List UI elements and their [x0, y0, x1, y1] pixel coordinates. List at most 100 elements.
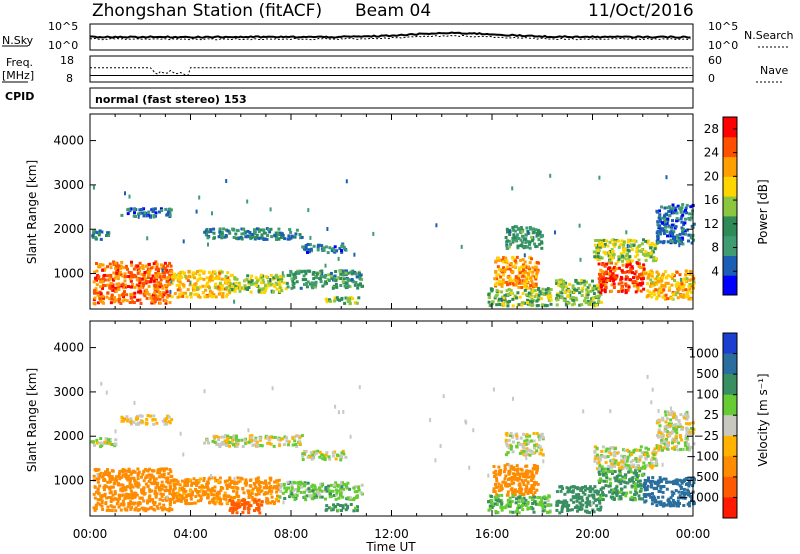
- velocity-cell-589: [212, 496, 216, 500]
- velocity-cell-962: [284, 486, 288, 490]
- power-cell-1776: [629, 278, 633, 282]
- power-cbar-swatch-8: [723, 117, 737, 138]
- power-cell-2039: [687, 289, 691, 293]
- velocity-cell-725: [178, 493, 182, 497]
- power-cell-1667: [607, 261, 611, 265]
- power-cell-2317: [674, 225, 678, 229]
- velocity-cell-495: [257, 482, 261, 486]
- power-cell-351: [121, 299, 125, 303]
- velocity-cell-149: [115, 479, 118, 482]
- power-cell-2107: [668, 286, 672, 290]
- power-cell-650: [247, 280, 251, 284]
- velocity-cell-1800: [597, 470, 601, 474]
- power-cell-1117: [332, 249, 336, 252]
- power-cell-995: [277, 227, 281, 231]
- velocity-cell-2266: [668, 500, 672, 504]
- power-cell-1223: [514, 261, 518, 265]
- freq-label: Freq.: [6, 56, 33, 69]
- power-cell-1987: [651, 259, 655, 263]
- power-cell-2213: [669, 207, 673, 211]
- power-cell-163: [121, 286, 125, 290]
- power-cell-1519: [521, 235, 525, 239]
- velocity-cell-1780: [573, 506, 577, 509]
- velocity-cell-1795: [569, 498, 573, 502]
- velocity-cell-1067: [145, 417, 149, 421]
- velocity-cell-1540: [517, 504, 521, 508]
- velocity-cell-81: [94, 507, 98, 511]
- velocity-cell-147: [137, 483, 141, 487]
- velocity-cell-2228: [646, 479, 650, 483]
- velocity-cell-1911: [610, 469, 614, 473]
- velocity-cell-1015: [95, 438, 99, 442]
- velocity-cell-2391: [688, 448, 692, 452]
- power-cell-1403: [490, 289, 494, 293]
- velocity-cell-192: [107, 496, 111, 499]
- power-cell-660: [275, 275, 279, 279]
- power-cell-437: [213, 277, 217, 281]
- velocity-cell-1176: [300, 434, 304, 438]
- velocity-cell-749: [253, 499, 257, 503]
- velocity-cell-919: [309, 495, 313, 498]
- power-cell-847: [314, 280, 318, 284]
- power-cell-1151: [528, 261, 532, 265]
- velocity-cell-271: [150, 489, 154, 493]
- power-cell-1972: [594, 250, 597, 254]
- power-cell-151: [93, 270, 97, 274]
- power-cell-2250: [687, 239, 690, 243]
- power-cell-25: [135, 283, 139, 287]
- velocity-cell-374: [140, 488, 143, 492]
- power-cell-1412: [527, 291, 531, 295]
- velocity-cell-1643: [539, 435, 543, 439]
- power-cell-2092: [655, 277, 659, 281]
- velocity-cell-1606: [529, 449, 532, 453]
- power-cell-1846: [594, 239, 598, 242]
- power-cell-1796: [624, 282, 628, 286]
- power-cell-2395: [195, 209, 198, 214]
- velocity-cell-387: [93, 485, 97, 489]
- velocity-cell-699: [269, 484, 273, 488]
- velocity-cell-1441: [492, 504, 496, 508]
- power-cell-1346: [515, 296, 519, 300]
- power-cell-661: [259, 281, 263, 285]
- velocity-cell-1738: [585, 505, 589, 509]
- power-cell-527: [210, 278, 214, 282]
- velocity-cell-148: [140, 496, 144, 500]
- power-cell-1254: [523, 260, 527, 264]
- velocity-cell-2333: [663, 410, 667, 414]
- velocity-cell-1360: [534, 481, 538, 485]
- velocity-cell-2064: [655, 460, 658, 464]
- velocity-cell-1638: [507, 438, 511, 442]
- velocity-cell-264: [118, 470, 122, 473]
- velocity-cell-20: [144, 482, 148, 486]
- velocity-cell-1739: [566, 506, 570, 510]
- power-cell-1277: [527, 272, 531, 276]
- velocity-cell-2010: [595, 446, 599, 450]
- velocity-cell-1298: [522, 483, 526, 487]
- velocity-cell-1928: [634, 482, 638, 486]
- velocity-cell-1162: [266, 435, 270, 439]
- power-cell-1961: [596, 239, 600, 242]
- velocity-cell-323: [160, 494, 164, 498]
- power-cell-1547: [555, 282, 559, 285]
- velocity-cell-2458: [672, 416, 676, 420]
- power-cell-83: [163, 268, 167, 272]
- velocity-cell-386: [146, 501, 149, 505]
- power-cell-2382: [146, 236, 149, 241]
- power-cell-363: [102, 283, 105, 287]
- velocity-cell-2024: [596, 455, 600, 459]
- power-cell-2014: [652, 289, 656, 293]
- velocity-cell-1506: [500, 500, 504, 504]
- velocity-cell-70: [166, 481, 170, 485]
- power-cell-1182: [523, 285, 526, 289]
- velocity-cell-153: [153, 489, 157, 493]
- power-cell-1512: [520, 243, 524, 247]
- velocity-cell-497: [257, 492, 261, 496]
- power-cbar-swatch-0: [723, 275, 737, 296]
- power-cell-2056: [683, 277, 687, 281]
- power-cell-1518: [540, 246, 544, 250]
- velocity-cell-1364: [503, 464, 507, 468]
- power-cell-837: [350, 272, 354, 276]
- power-cell-718: [340, 269, 344, 273]
- power-cell-1947: [644, 253, 648, 257]
- power-cell-2290: [680, 236, 684, 240]
